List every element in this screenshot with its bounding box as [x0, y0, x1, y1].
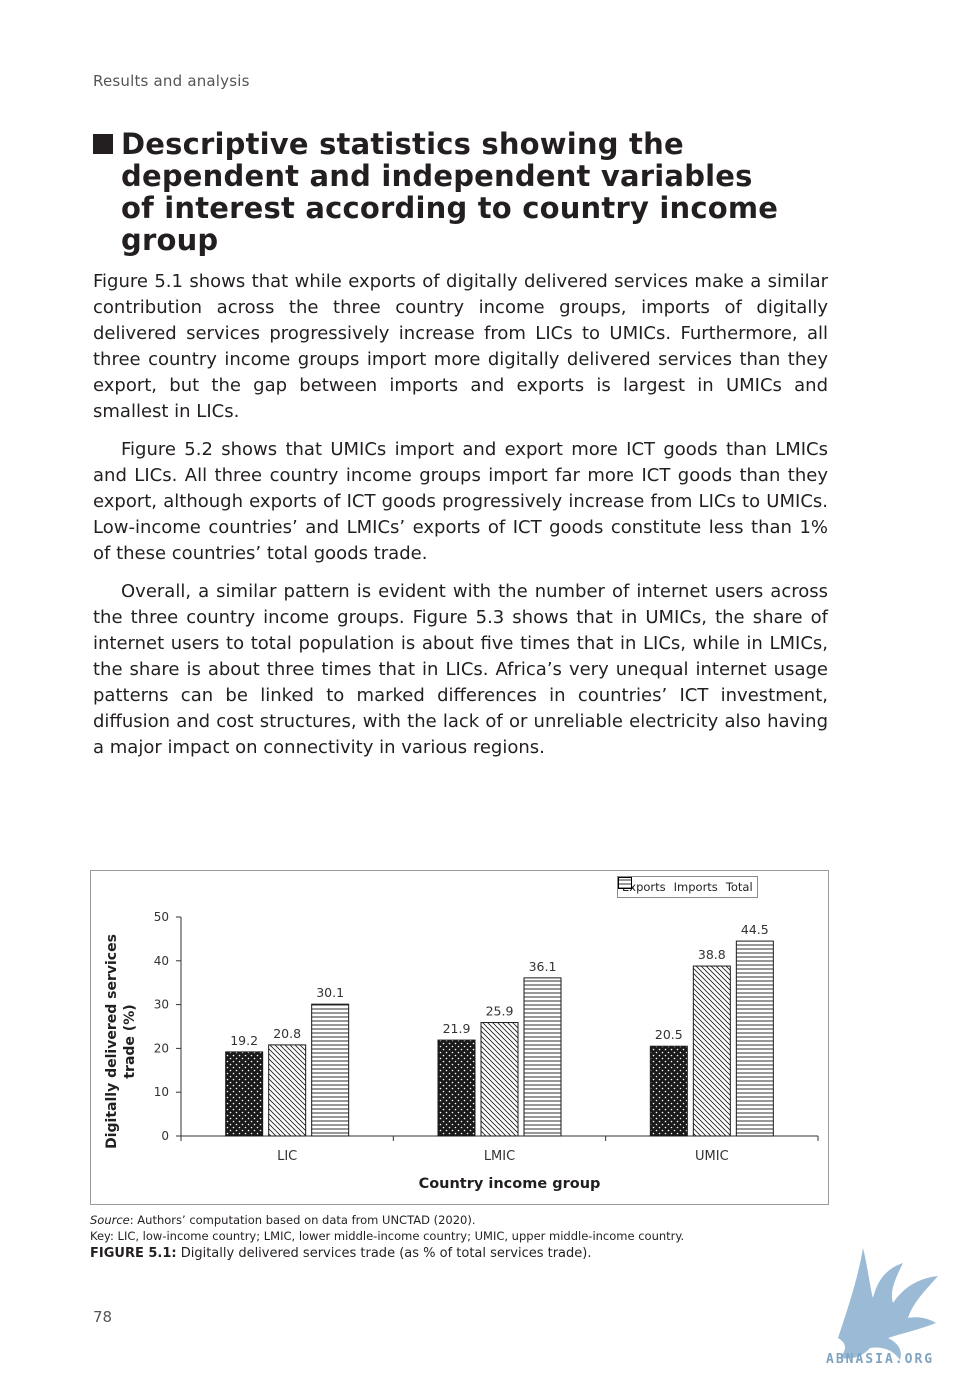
bar: [268, 1044, 307, 1137]
bar-data-label: 20.5: [655, 1027, 683, 1042]
y-axis-title-line2: trade (%): [122, 1004, 138, 1078]
section-heading: Descriptive statistics showing the depen…: [93, 128, 793, 256]
bar-chart: 0 10 20 30 40 50 19.2 20.8 30.1 LIC 21.9 25.9 36.1 LM…: [104, 910, 819, 1192]
bar-data-label: 19.2: [230, 1033, 258, 1048]
bar-data-label: 30.1: [316, 985, 344, 1000]
chart-legend: Exports Imports Total: [617, 876, 758, 898]
key-text: Key: LIC, low-income country; LMIC, lowe…: [90, 1229, 685, 1243]
paragraph-2: Figure 5.2 shows that UMICs import and e…: [93, 439, 828, 564]
caption-label: FIGURE 5.1:: [90, 1246, 177, 1261]
x-tick-label: UMIC: [695, 1149, 729, 1164]
legend-label-exports: Exports: [622, 880, 666, 894]
y-tick-label: 30: [154, 998, 169, 1012]
bar: [311, 1003, 350, 1137]
running-head: Results and analysis: [93, 72, 250, 90]
watermark-text: ABNASIA.ORG: [826, 1352, 935, 1367]
y-tick-label: 20: [154, 1041, 169, 1055]
bird-logo-icon: [838, 1248, 938, 1360]
legend-swatch-total: [618, 877, 632, 889]
bar-data-label: 25.9: [486, 1004, 514, 1019]
bar: [480, 1022, 519, 1137]
x-tick-label: LIC: [277, 1149, 297, 1164]
x-axis-title: Country income group: [419, 1176, 601, 1192]
y-tick-label: 40: [154, 954, 169, 968]
paragraph-3: Overall, a similar pattern is evident wi…: [93, 581, 828, 758]
bar-data-label: 44.5: [741, 922, 769, 937]
x-tick-label: LMIC: [484, 1149, 515, 1164]
legend-item-imports: Imports: [618, 877, 718, 894]
bar: [225, 1051, 264, 1137]
y-axis-title-line1: Digitally delivered services: [104, 934, 120, 1149]
bar: [437, 1039, 476, 1137]
source-text: : Authors’ computation based on data fro…: [129, 1213, 476, 1227]
figure-caption: FIGURE 5.1: Digitally delivered services…: [90, 1246, 591, 1261]
y-tick-label: 10: [154, 1085, 169, 1099]
y-tick-label: 50: [154, 910, 169, 924]
figure-5-1: 0 10 20 30 40 50 19.2 20.8 30.1 LIC 21.9 25.9 36.1 LM…: [90, 870, 829, 1205]
y-tick-label: 0: [161, 1129, 169, 1143]
legend-label-total: Total: [725, 880, 753, 894]
source-label: Source: [90, 1213, 130, 1227]
figure-source: Source: Authors’ computation based on da…: [90, 1212, 684, 1244]
bar-data-label: 36.1: [529, 959, 557, 974]
body-text: Figure 5.1 shows that while exports of d…: [93, 269, 828, 773]
heading-square-icon: [93, 134, 113, 154]
bar: [649, 1045, 688, 1137]
bar-data-label: 21.9: [443, 1021, 471, 1036]
bar: [735, 940, 774, 1137]
page-number: 78: [93, 1308, 113, 1326]
legend-item-total: Total: [618, 877, 753, 894]
legend-label-imports: Imports: [673, 880, 718, 894]
bar-data-label: 20.8: [273, 1026, 301, 1041]
bar: [523, 977, 562, 1137]
bar-data-label: 38.8: [698, 947, 726, 962]
caption-text: Digitally delivered services trade (as %…: [176, 1246, 592, 1261]
paragraph-1: Figure 5.1 shows that while exports of d…: [93, 271, 828, 422]
bar: [692, 965, 731, 1137]
section-title: Descriptive statistics showing the depen…: [121, 127, 779, 257]
